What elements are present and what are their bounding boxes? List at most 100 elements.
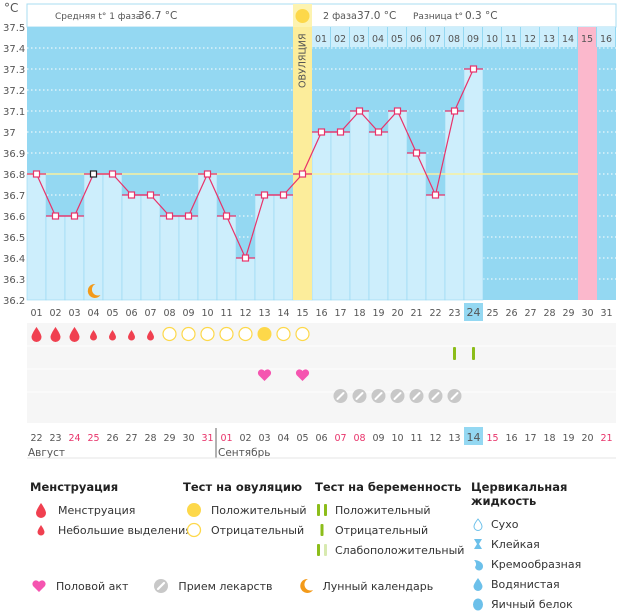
heavy-drop-icon [50,327,61,342]
legend-item: Лунный календарь [322,579,434,593]
legend-title: Цервикальная жидкость [471,480,568,508]
single-bar-icon [315,523,329,537]
y-tick-label: 36.7 [3,191,25,202]
pill-icon-stroke [450,392,459,400]
temp-point [32,170,41,178]
pregnancy-test-negative-icon [472,347,475,360]
cycle-day-label: 20 [391,308,403,319]
today-highlight [464,303,483,321]
legend-item: Кремообразная [491,557,582,571]
y-tick-label: 36.9 [3,149,25,160]
phase1-label: Средняя t° 1 фаза [55,12,141,22]
phase1-value: 36.7 °C [138,10,177,22]
cycle-day-label: 10 [201,308,213,319]
pill-icon-stroke [336,392,345,400]
dry-icon [471,517,485,531]
y-tick-label: 36.4 [3,254,25,265]
calendar-date-label: 03 [258,433,270,444]
cycle-day-label: 09 [182,308,194,319]
luteal-day-label: 05 [391,34,403,45]
ovulation-test-negative-icon [162,326,177,342]
calendar-date-label: 22 [30,433,42,444]
luteal-day-cell [540,27,558,47]
luteal-day-label: 01 [315,34,327,45]
calendar-date-label: 25 [87,433,99,444]
calendar-date-label: 13 [448,433,460,444]
luteal-day-cell [331,27,349,47]
calendar-date-label: 18 [543,433,555,444]
temp-bar [387,110,408,301]
cycle-day-label: 28 [543,308,555,319]
calendar-date-label: 10 [391,433,403,444]
temp-bar [330,131,351,301]
luteal-day-label: 08 [448,34,460,45]
temp-bar [64,215,85,301]
temp-bar [235,257,256,301]
diff-value: 0.3 °C [465,10,498,22]
pill-icon-stroke [393,392,402,400]
luteal-day-label: 06 [410,34,422,45]
legend-ovulation-test: Тест на овуляцию Положительный Отрицател… [183,480,307,540]
temp-point [146,191,155,199]
cycle-day-label: 06 [125,308,137,319]
y-tick-label: 36.8 [3,170,25,181]
legend-item: Яичный белок [491,597,573,611]
ovulation-test-negative-icon [295,326,310,342]
y-axis-unit: °C [4,1,18,15]
legend-medication: Прием лекарств [152,578,273,594]
pill-icon [152,578,170,594]
sticky-icon [471,537,485,551]
luteal-day-label: 16 [600,34,612,45]
legend-item: Клейкая [491,537,540,551]
light-drop-icon [128,330,135,341]
legend-menstruation: Менструация Менструация Небольшие выделе… [30,480,192,540]
watery-icon [471,577,485,591]
y-tick-label: 37.1 [3,107,25,118]
pill-icon-stroke [374,392,383,400]
cycle-day-label: 18 [353,308,365,319]
legend-item: Половой акт [56,579,129,593]
temp-point [222,212,231,220]
light-drop-icon [90,330,97,341]
calendar-date-label: 01 [220,433,232,444]
luteal-day-label: 02 [334,34,346,45]
temp-point [279,191,288,199]
luteal-day-label: 11 [505,34,517,45]
cycle-day-label: 24 [467,306,481,319]
temp-point [336,128,345,136]
legend-other: Половой акт Прием лекарств Лунный календ… [30,578,457,594]
temp-bar [45,215,66,301]
cycle-day-label: 25 [486,308,498,319]
luteal-day-cell [312,27,330,47]
calendar-date-label: 07 [334,433,346,444]
cycle-day-label: 21 [410,308,422,319]
calendar-date-label: 05 [296,433,308,444]
calendar-date-label: 20 [581,433,593,444]
calendar-date-label: 27 [125,433,137,444]
luteal-day-cell [521,27,539,47]
temp-point [431,191,440,199]
small-drop-icon [30,524,52,536]
ovulation-test-negative-icon [219,326,234,342]
legend-item: Сухо [491,517,519,531]
luteal-day-cell [483,27,501,47]
ovulation-sun-icon [295,9,310,23]
calendar-date-label: 16 [505,433,517,444]
cycle-day-label: 22 [429,308,441,319]
drop-icon [30,502,52,518]
cycle-day-label: 11 [220,308,232,319]
temp-bar [102,173,123,301]
calendar-date-label: 28 [144,433,156,444]
cycle-day-label: 07 [144,308,156,319]
temp-point [203,170,212,178]
cycle-day-label: 01 [30,308,42,319]
ovulation-test-negative-icon [238,326,253,342]
luteal-day-cell [369,27,387,47]
temp-point [260,191,269,199]
y-tick-label: 36.2 [3,296,25,307]
cycle-day-label: 08 [163,308,175,319]
cycle-day-label: 13 [258,308,270,319]
y-tick-label: 37.4 [3,44,25,55]
month-label: Август [28,447,65,459]
pill-icon-stroke [355,392,364,400]
